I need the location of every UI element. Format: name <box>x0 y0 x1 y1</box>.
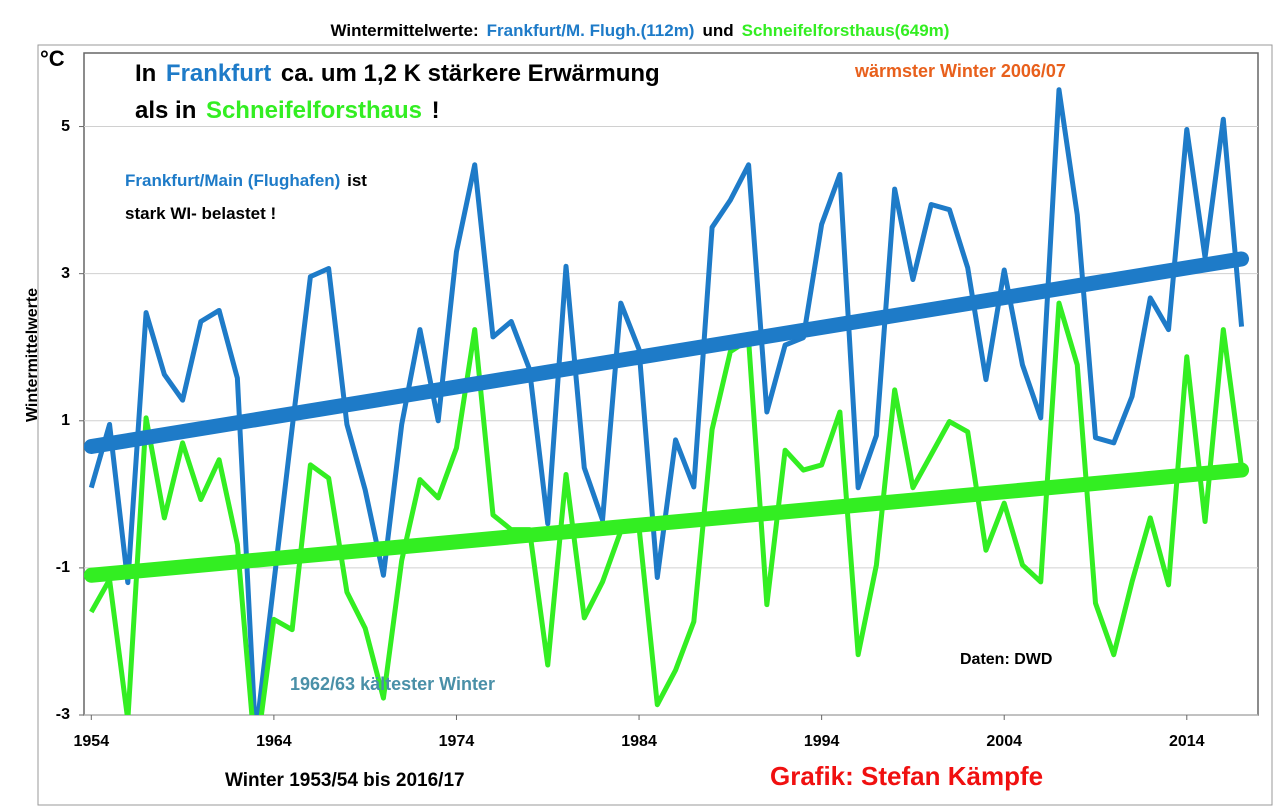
annotation-part: Frankfurt <box>166 60 271 87</box>
credit: Grafik: Stefan Kämpfe <box>770 761 1043 791</box>
annotation-part: Frankfurt/Main (Flughafen) <box>125 171 340 190</box>
x-tick-label: 1984 <box>621 733 657 750</box>
title-part: und <box>702 21 733 40</box>
annotation-part: ! <box>432 97 440 124</box>
plot-area <box>83 52 1259 716</box>
source: Daten: DWD <box>960 651 1052 668</box>
data-line <box>88 87 1245 715</box>
y-tick-label: -3 <box>56 706 70 723</box>
annotation: wärmster Winter 2006/07 <box>854 61 1066 81</box>
annotation-part: wärmster Winter 2006/07 <box>854 61 1066 81</box>
y-tick-label: -1 <box>56 559 70 576</box>
x-tick-label: 2004 <box>986 733 1022 750</box>
data-line <box>89 300 1245 715</box>
x-tick-label: 1994 <box>804 733 840 750</box>
annotation: In Frankfurt ca. um 1,2 K stärkere Erwärmu… <box>135 60 660 87</box>
title-part: Wintermittelwerte: <box>331 21 479 40</box>
chart-title: Wintermittelwerte: Frankfurt/M. Flugh.(11… <box>331 21 950 40</box>
annotation: als in Schneifelforsthaus! <box>135 97 440 124</box>
annotation: 1962/63 kältester Winter <box>290 674 495 694</box>
outer-frame <box>37 44 1273 806</box>
x-tick-label: 1954 <box>74 733 110 750</box>
trend-line <box>84 251 1250 455</box>
annotation-part: ist <box>347 171 367 190</box>
x-tick-label: 1974 <box>439 733 475 750</box>
title-part: Frankfurt/M. Flugh.(112m) <box>487 21 695 40</box>
annotation-part: 1962/63 kältester Winter <box>290 674 495 694</box>
plot-lines <box>84 87 1250 715</box>
x-axis-label: Winter 1953/54 bis 2016/17 <box>225 770 465 791</box>
y-tick-label: 3 <box>61 265 70 282</box>
annotation-part: stark WI- belastet ! <box>125 204 276 223</box>
y-unit: °C <box>40 46 65 71</box>
y-tick-label: 5 <box>61 118 70 135</box>
annotation: Frankfurt/Main (Flughafen) ist <box>125 171 367 190</box>
annotation-part: Schneifelforsthaus <box>206 97 422 124</box>
annotation-part: ca. um 1,2 K stärkere Erwärmung <box>281 60 660 87</box>
y-tick-label: 1 <box>61 412 70 429</box>
annotation: stark WI- belastet ! <box>125 204 276 223</box>
annotation-part: als in <box>135 97 196 124</box>
annotation-part: In <box>135 60 156 87</box>
trend-line <box>84 462 1250 583</box>
x-tick-label: 1964 <box>256 733 292 750</box>
y-axis-label: Wintermittelwerte <box>24 288 41 422</box>
title-part: Schneifelforsthaus(649m) <box>742 21 950 40</box>
x-tick-label: 2014 <box>1169 733 1205 750</box>
